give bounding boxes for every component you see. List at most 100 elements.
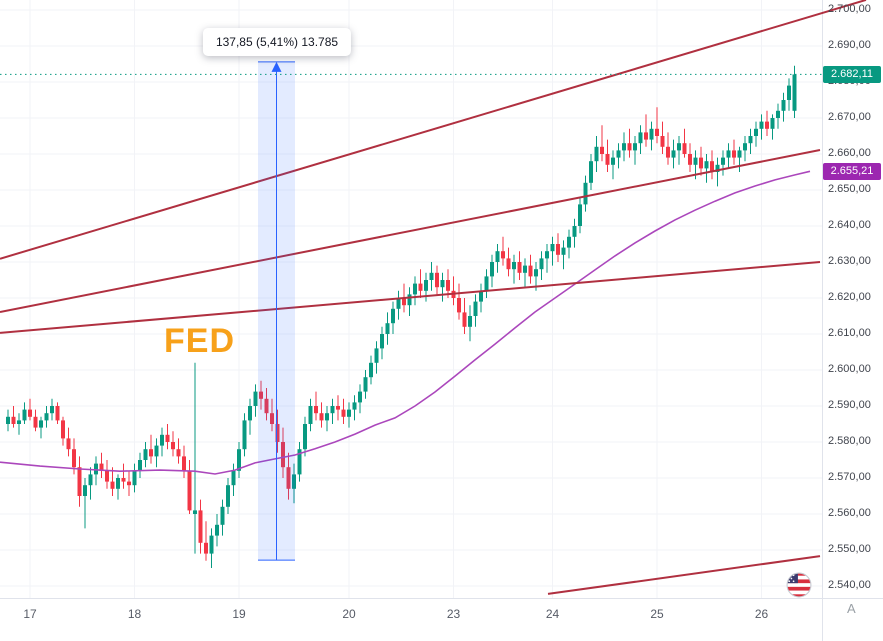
candle-body bbox=[435, 272, 439, 288]
candle-body bbox=[385, 323, 390, 334]
candle-body bbox=[666, 146, 670, 158]
candle-body bbox=[688, 154, 692, 165]
candle-body bbox=[754, 128, 758, 136]
candle-body bbox=[297, 449, 302, 475]
candle-body bbox=[308, 406, 313, 424]
price-axis-label: 2.630,00 bbox=[828, 255, 871, 267]
time-axis-label: 18 bbox=[127, 607, 142, 621]
candle-body bbox=[347, 409, 351, 417]
candle-body bbox=[77, 467, 82, 496]
candle-body bbox=[319, 413, 324, 421]
candle-body bbox=[204, 542, 208, 554]
candle-body bbox=[363, 377, 368, 392]
candle-body bbox=[545, 251, 549, 259]
candle-body bbox=[165, 434, 170, 442]
candle-body bbox=[325, 413, 329, 421]
candle-body bbox=[737, 150, 742, 158]
trend-line[interactable] bbox=[547, 555, 821, 595]
candle-body bbox=[776, 110, 780, 118]
price-axis-label: 2.690,00 bbox=[828, 39, 871, 51]
candle-body bbox=[270, 413, 274, 424]
candle-body bbox=[380, 334, 384, 349]
candle-body bbox=[457, 298, 461, 313]
candle-body bbox=[369, 362, 373, 378]
candle-body bbox=[539, 258, 544, 270]
candle-body bbox=[589, 161, 593, 183]
candle-body bbox=[429, 272, 434, 280]
time-axis-label: 24 bbox=[545, 607, 560, 621]
candle-body bbox=[770, 118, 775, 129]
candle-body bbox=[682, 143, 687, 154]
candle-body bbox=[176, 449, 181, 457]
candle-body bbox=[72, 449, 76, 468]
candle-body bbox=[336, 406, 340, 410]
candle-body bbox=[462, 312, 467, 327]
price-axis-label: 2.560,00 bbox=[828, 507, 871, 519]
time-axis-label: 19 bbox=[232, 607, 246, 621]
candle-body bbox=[517, 262, 522, 273]
candle-body bbox=[655, 128, 659, 136]
candle-body bbox=[418, 283, 423, 291]
candle-body bbox=[765, 121, 769, 129]
candle-body bbox=[479, 290, 483, 302]
candle-body bbox=[94, 463, 98, 475]
candle-body bbox=[143, 449, 148, 460]
candle-body bbox=[231, 470, 236, 486]
corner-a-label[interactable]: A bbox=[847, 601, 856, 616]
candle-body bbox=[374, 348, 379, 363]
candle-body bbox=[286, 467, 291, 489]
candle-body bbox=[677, 143, 681, 151]
candle-body bbox=[391, 308, 395, 324]
trend-line[interactable] bbox=[0, 0, 867, 260]
fed-annotation[interactable]: FED bbox=[164, 322, 235, 360]
candle-body bbox=[567, 236, 571, 248]
candle-body bbox=[468, 316, 472, 327]
candle-body bbox=[215, 524, 219, 536]
candle-body bbox=[446, 280, 450, 291]
candle-body bbox=[226, 485, 230, 507]
price-axis-label: 2.700,00 bbox=[828, 3, 871, 15]
candle-body bbox=[116, 478, 120, 489]
time-axis-label: 25 bbox=[650, 607, 664, 621]
time-axis-label: 20 bbox=[342, 607, 356, 621]
us-flag-icon[interactable] bbox=[786, 572, 812, 598]
candle-body bbox=[402, 298, 406, 306]
candle-body bbox=[182, 456, 186, 471]
candle-body bbox=[748, 136, 753, 144]
trend-line[interactable] bbox=[0, 261, 821, 334]
candle-body bbox=[187, 470, 192, 511]
candle-body bbox=[473, 301, 478, 316]
price-axis-label: 2.580,00 bbox=[828, 435, 871, 447]
candle-body bbox=[781, 100, 786, 111]
trend-line[interactable] bbox=[0, 149, 821, 314]
candle-body bbox=[594, 146, 599, 162]
candle-body bbox=[605, 154, 610, 165]
ma-price-badge: 2.655,21 bbox=[823, 162, 881, 180]
candle-body bbox=[341, 409, 346, 417]
candle-body bbox=[121, 478, 126, 482]
candle-body bbox=[66, 438, 71, 450]
candle-body bbox=[671, 150, 676, 158]
candle-body bbox=[715, 164, 720, 172]
candle-body bbox=[220, 506, 225, 525]
candle-body bbox=[490, 262, 494, 277]
candle-body bbox=[275, 424, 280, 442]
candle-body bbox=[726, 150, 731, 158]
moving-average-line[interactable] bbox=[0, 170, 811, 475]
candle-body bbox=[352, 402, 357, 410]
candle-body bbox=[39, 420, 43, 428]
candle-body bbox=[561, 247, 566, 255]
candle-body bbox=[622, 143, 626, 151]
candle-body bbox=[303, 424, 307, 450]
candle-body bbox=[578, 204, 582, 226]
candle-body bbox=[550, 244, 555, 252]
candle-body bbox=[721, 157, 725, 165]
measure-tooltip: 137,85 (5,41%) 13.785 bbox=[202, 28, 352, 56]
candle-body bbox=[495, 251, 500, 262]
candle-body bbox=[88, 474, 93, 486]
candle-body bbox=[407, 294, 412, 306]
candle-body bbox=[242, 420, 247, 450]
price-axis-label: 2.550,00 bbox=[828, 543, 871, 555]
